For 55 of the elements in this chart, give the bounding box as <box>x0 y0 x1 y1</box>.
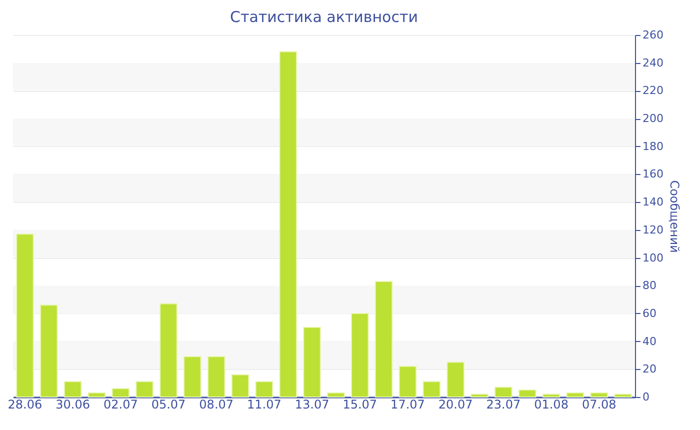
bar <box>327 392 345 398</box>
bar <box>112 388 130 398</box>
bar <box>136 381 154 398</box>
x-tick-label: 13.07 <box>294 398 330 412</box>
x-tick-label: 20.07 <box>438 398 473 412</box>
bar <box>470 394 488 398</box>
bar <box>184 356 202 398</box>
bar <box>64 381 82 398</box>
x-tick-label: 08.07 <box>199 398 234 412</box>
x-tick-label: 11.07 <box>247 398 282 412</box>
y-tick-label: 80 <box>642 279 656 292</box>
bar <box>518 390 536 398</box>
y-tick-label: 60 <box>642 306 656 320</box>
x-tick-label: 02.07 <box>103 398 138 412</box>
x-tick-label: 01.08 <box>534 398 568 412</box>
bar <box>398 366 417 398</box>
bar <box>494 386 512 398</box>
bar <box>231 374 250 398</box>
x-tick-label: 30.06 <box>56 398 90 412</box>
y-tick-label: 220 <box>642 84 664 98</box>
bar <box>374 280 393 398</box>
bar <box>351 312 369 398</box>
x-tick-label: 07.08 <box>582 398 616 412</box>
bar <box>160 303 178 398</box>
bar <box>446 362 464 398</box>
y-tick-label: 200 <box>642 112 664 126</box>
x-tick-label: 28.06 <box>8 398 42 412</box>
y-tick-label: 40 <box>642 334 656 348</box>
y-tick-label: 240 <box>642 56 664 70</box>
y-tick-label: 100 <box>642 251 664 264</box>
y-axis-title: Сообщений <box>667 180 682 253</box>
bar <box>566 392 584 398</box>
x-tick-label: 23.07 <box>486 398 521 412</box>
bar <box>16 234 34 398</box>
bar <box>422 381 441 398</box>
y-tick-label: 180 <box>642 140 664 153</box>
y-tick-label: 160 <box>642 168 664 181</box>
bar <box>279 51 297 398</box>
x-tick-label: 15.07 <box>342 398 378 412</box>
y-tick-label: 120 <box>642 223 664 236</box>
bar <box>614 394 632 398</box>
y-tick-label: 140 <box>642 196 664 209</box>
bar <box>88 392 106 398</box>
chart-title: Статистика активности <box>230 8 418 26</box>
x-tick-label: 05.07 <box>151 398 186 412</box>
bar <box>542 394 560 398</box>
y-tick-label: 260 <box>642 28 664 42</box>
x-tick-label: 17.07 <box>390 398 425 412</box>
bar <box>40 304 58 398</box>
y-tick-label: 0 <box>642 390 650 404</box>
y-tick-label: 20 <box>642 362 656 376</box>
bar <box>590 392 608 398</box>
bar <box>303 326 321 398</box>
bar <box>255 381 274 398</box>
bar <box>207 356 226 398</box>
